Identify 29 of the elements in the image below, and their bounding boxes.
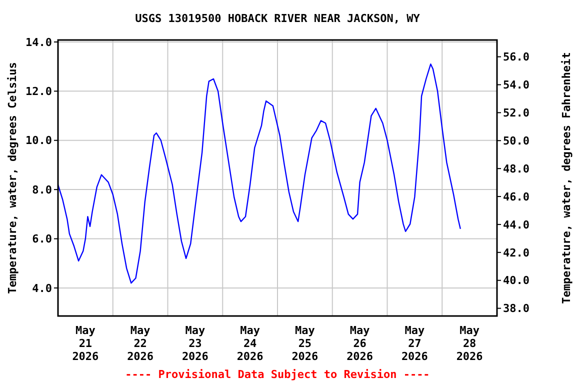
- x-tick-label: May 21 2026: [72, 324, 100, 363]
- y-tick-label: 4.0: [32, 282, 52, 295]
- x-tick-label: May 22 2026: [127, 324, 154, 363]
- y2-tick-label: 54.0: [503, 78, 530, 92]
- x-tick-label: May 27 2026: [401, 324, 428, 363]
- y2-tick-label: 50.0: [503, 134, 530, 148]
- x-tick-label: May 28 2026: [456, 324, 484, 363]
- y-tick-label: 6.0: [32, 232, 52, 246]
- x-tick-label: May 25 2026: [292, 324, 319, 363]
- line-series: [57, 64, 462, 284]
- y2-tick-label: 48.0: [503, 162, 530, 176]
- y2-tick-label: 44.0: [503, 218, 530, 232]
- y2-tick-label: 46.0: [503, 190, 530, 204]
- y-tick-label: 12.0: [26, 85, 52, 98]
- chart-title: USGS 13019500 HOBACK RIVER NEAR JACKSON, WY: [135, 12, 420, 25]
- x-tick-label: May 23 2026: [182, 324, 209, 363]
- y-tick-label: 14.0: [26, 36, 52, 49]
- text: ---- Provisional Data Subject to Revision ----: [125, 368, 430, 381]
- x-tick-label: May 26 2026: [346, 324, 374, 363]
- y2-tick-label: 52.0: [503, 106, 530, 120]
- y2-tick-label: 56.0: [503, 50, 530, 64]
- y-tick-label: 8.0: [32, 183, 52, 196]
- y-tick-label: 10.0: [26, 134, 52, 148]
- y2-tick-label: 42.0: [503, 246, 530, 260]
- x-tick-label: May 24 2026: [236, 324, 264, 363]
- y-axis-title: Temperature, water, degrees Celsius: [6, 62, 19, 294]
- y2-axis-title: Temperature, water, degrees Fahrenheit: [560, 52, 573, 304]
- y2-tick-label: 38.0: [503, 302, 530, 316]
- y2-tick-label: 40.0: [503, 274, 530, 288]
